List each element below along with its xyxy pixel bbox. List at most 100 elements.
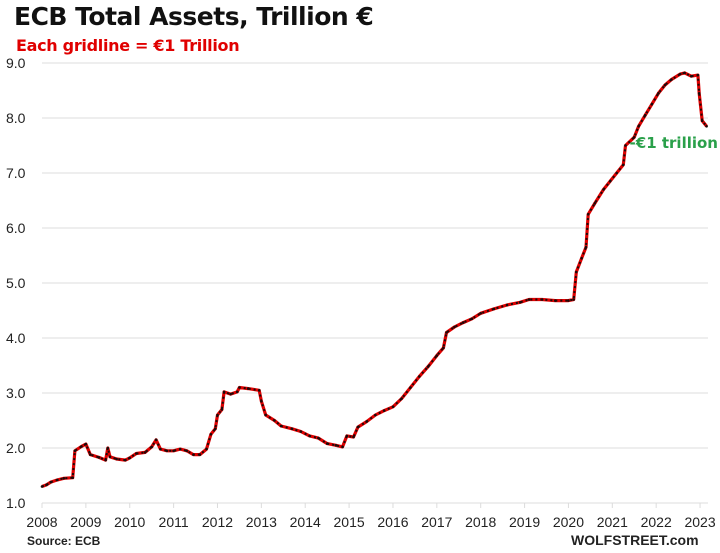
data-point bbox=[209, 433, 213, 436]
data-point bbox=[445, 331, 448, 334]
data-point bbox=[632, 136, 636, 139]
data-point bbox=[264, 413, 268, 417]
data-point bbox=[663, 83, 667, 87]
data-point bbox=[290, 427, 294, 431]
data-point bbox=[657, 92, 660, 95]
data-point bbox=[470, 317, 474, 321]
chart-title: ECB Total Assets, Trillion € bbox=[14, 2, 374, 31]
data-point bbox=[165, 449, 169, 453]
data-point bbox=[73, 449, 77, 453]
data-point bbox=[683, 71, 686, 75]
data-point bbox=[104, 458, 107, 462]
data-point bbox=[49, 480, 53, 484]
data-point bbox=[697, 92, 701, 95]
data-point bbox=[580, 257, 583, 260]
data-point bbox=[690, 74, 693, 78]
x-tick-label: 2010 bbox=[114, 514, 145, 530]
data-point bbox=[365, 420, 368, 423]
x-tick-label: 2017 bbox=[421, 514, 452, 530]
data-point bbox=[124, 458, 127, 462]
data-point bbox=[308, 434, 311, 438]
data-point bbox=[700, 119, 704, 123]
data-point bbox=[584, 245, 588, 249]
data-point bbox=[479, 312, 483, 315]
data-point bbox=[624, 144, 627, 147]
data-point bbox=[334, 444, 338, 447]
data-point bbox=[185, 449, 189, 453]
data-point bbox=[670, 78, 673, 81]
annotation-label: -€1 trillion bbox=[630, 134, 718, 152]
data-point bbox=[391, 405, 395, 409]
x-tick-label: 2023 bbox=[684, 514, 715, 530]
chart-subtitle: Each gridline = €1 Trillion bbox=[16, 36, 240, 55]
data-point bbox=[40, 485, 44, 488]
y-tick-label: 4.0 bbox=[6, 330, 26, 346]
data-point bbox=[374, 413, 377, 417]
x-tick-label: 2022 bbox=[641, 514, 672, 530]
data-point bbox=[540, 298, 544, 301]
x-tick-label: 2009 bbox=[70, 514, 101, 530]
data-point bbox=[325, 442, 329, 445]
y-tick-label: 3.0 bbox=[6, 385, 26, 401]
x-tick-label: 2012 bbox=[202, 514, 233, 530]
data-point bbox=[426, 365, 430, 368]
y-tick-label: 7.0 bbox=[6, 165, 26, 181]
data-point bbox=[352, 435, 355, 439]
series-line bbox=[41, 71, 708, 489]
y-axis-tick-labels: 1.0 2.0 3.0 4.0 5.0 6.0 7.0 8.0 9.0 bbox=[6, 55, 26, 511]
data-point bbox=[178, 447, 182, 451]
x-axis-tick-labels: 2008 2009 2010 2011 2012 2013 2014 2015 2016 2017… bbox=[26, 514, 715, 530]
data-point bbox=[382, 409, 386, 412]
annotations-layer: -€1 trillion bbox=[630, 134, 718, 152]
data-point bbox=[696, 73, 700, 77]
data-point bbox=[150, 445, 153, 449]
data-point bbox=[586, 213, 590, 216]
data-point bbox=[45, 483, 48, 487]
data-point bbox=[527, 298, 531, 301]
data-point bbox=[115, 457, 118, 461]
data-point bbox=[220, 408, 224, 411]
data-point bbox=[62, 477, 66, 480]
data-point bbox=[198, 453, 202, 456]
data-point bbox=[172, 449, 175, 453]
data-point bbox=[273, 419, 276, 422]
data-point bbox=[246, 387, 250, 390]
data-point bbox=[229, 392, 232, 396]
y-tick-label: 5.0 bbox=[6, 275, 26, 291]
data-point bbox=[80, 445, 83, 448]
data-point bbox=[435, 354, 439, 357]
data-point bbox=[643, 113, 647, 117]
data-point bbox=[418, 375, 421, 378]
data-point bbox=[279, 424, 283, 428]
data-point bbox=[461, 321, 465, 324]
y-tick-label: 6.0 bbox=[6, 220, 26, 236]
data-point bbox=[143, 451, 147, 454]
data-point bbox=[650, 103, 654, 106]
y-tick-label: 8.0 bbox=[6, 110, 26, 126]
data-point bbox=[257, 389, 261, 392]
x-tick-label: 2016 bbox=[377, 514, 408, 530]
x-tick-label: 2020 bbox=[553, 514, 584, 530]
series-layer bbox=[40, 71, 708, 489]
y-tick-label: 1.0 bbox=[6, 495, 26, 511]
y-tick-label: 2.0 bbox=[6, 440, 26, 456]
series-marker-trace bbox=[41, 71, 708, 488]
data-point bbox=[238, 386, 241, 389]
data-point bbox=[567, 299, 570, 302]
x-tick-label: 2008 bbox=[26, 514, 57, 530]
data-point bbox=[214, 427, 217, 431]
data-point bbox=[442, 346, 445, 350]
data-point bbox=[622, 163, 625, 167]
x-tick-label: 2018 bbox=[465, 514, 496, 530]
data-point bbox=[593, 202, 597, 205]
data-point bbox=[260, 400, 263, 403]
data-point bbox=[602, 188, 605, 191]
data-point bbox=[345, 434, 349, 438]
data-point bbox=[317, 436, 320, 440]
data-point bbox=[409, 386, 412, 389]
data-point bbox=[205, 447, 208, 451]
data-point bbox=[159, 447, 162, 451]
brand-watermark: WOLFSTREET.com bbox=[571, 532, 699, 548]
x-tick-label: 2019 bbox=[509, 514, 540, 530]
data-point bbox=[637, 125, 640, 128]
